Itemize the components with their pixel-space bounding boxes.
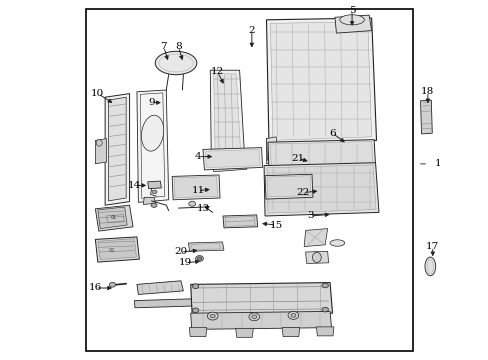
Ellipse shape: [312, 252, 321, 262]
Polygon shape: [266, 18, 376, 144]
Polygon shape: [334, 15, 371, 33]
Polygon shape: [190, 311, 331, 329]
Polygon shape: [282, 328, 299, 337]
Ellipse shape: [287, 311, 298, 319]
Ellipse shape: [322, 307, 328, 312]
Text: 2: 2: [248, 26, 255, 35]
Ellipse shape: [151, 203, 157, 207]
Ellipse shape: [424, 257, 435, 276]
Polygon shape: [266, 165, 375, 213]
Text: 4: 4: [194, 152, 201, 161]
Ellipse shape: [188, 201, 195, 206]
Polygon shape: [210, 70, 244, 157]
Polygon shape: [267, 140, 375, 168]
Polygon shape: [174, 176, 217, 198]
Polygon shape: [266, 176, 310, 197]
Polygon shape: [188, 242, 224, 251]
Polygon shape: [270, 22, 371, 140]
Polygon shape: [305, 251, 328, 264]
Text: 22: 22: [296, 188, 309, 197]
Bar: [85, 9, 412, 351]
Polygon shape: [316, 327, 333, 336]
Polygon shape: [134, 299, 193, 308]
Text: 3: 3: [306, 211, 313, 220]
Ellipse shape: [141, 115, 163, 151]
Polygon shape: [205, 149, 260, 168]
Ellipse shape: [152, 190, 157, 194]
Ellipse shape: [322, 283, 328, 288]
Text: 18: 18: [420, 87, 434, 96]
Polygon shape: [264, 163, 378, 216]
Polygon shape: [172, 175, 220, 200]
Ellipse shape: [197, 257, 201, 260]
Polygon shape: [143, 197, 155, 204]
Text: 15: 15: [269, 220, 283, 230]
Ellipse shape: [339, 15, 364, 25]
Polygon shape: [223, 215, 257, 228]
Text: 14: 14: [127, 181, 141, 190]
Text: 1: 1: [433, 159, 440, 168]
Ellipse shape: [109, 282, 116, 287]
Text: 20: 20: [174, 248, 187, 256]
Polygon shape: [95, 205, 133, 231]
Ellipse shape: [248, 313, 259, 321]
Polygon shape: [190, 283, 332, 315]
Text: 13: 13: [196, 204, 209, 213]
Polygon shape: [266, 139, 271, 164]
Text: 5: 5: [348, 6, 355, 15]
Polygon shape: [98, 239, 136, 260]
Text: 01: 01: [110, 215, 116, 220]
Ellipse shape: [210, 314, 215, 318]
Text: 01: 01: [109, 248, 116, 253]
Text: 12: 12: [210, 68, 224, 77]
Ellipse shape: [192, 284, 198, 289]
Polygon shape: [147, 181, 161, 189]
Ellipse shape: [207, 312, 218, 320]
Polygon shape: [189, 328, 206, 337]
Text: 11: 11: [191, 186, 204, 195]
Polygon shape: [203, 148, 262, 170]
Polygon shape: [212, 153, 246, 172]
Polygon shape: [108, 97, 126, 201]
Ellipse shape: [251, 315, 256, 319]
Ellipse shape: [96, 140, 102, 146]
Polygon shape: [304, 229, 327, 247]
Polygon shape: [95, 237, 139, 262]
Text: 16: 16: [88, 284, 102, 292]
Polygon shape: [137, 90, 168, 202]
Text: 10: 10: [91, 89, 104, 98]
Polygon shape: [95, 139, 106, 164]
Ellipse shape: [290, 314, 295, 317]
Text: 17: 17: [425, 242, 439, 251]
Polygon shape: [105, 94, 129, 205]
Polygon shape: [213, 74, 240, 153]
Text: 9: 9: [148, 98, 155, 107]
Polygon shape: [137, 281, 183, 294]
Text: 8: 8: [175, 42, 182, 51]
Polygon shape: [266, 137, 277, 160]
Text: 21: 21: [291, 154, 305, 163]
Ellipse shape: [329, 240, 344, 246]
Polygon shape: [269, 141, 372, 166]
Polygon shape: [264, 174, 312, 199]
Polygon shape: [235, 328, 253, 337]
Text: 19: 19: [179, 258, 192, 267]
Ellipse shape: [155, 51, 196, 75]
Ellipse shape: [195, 256, 203, 261]
Text: 6: 6: [328, 129, 335, 138]
Polygon shape: [420, 100, 431, 134]
Polygon shape: [98, 207, 127, 229]
Ellipse shape: [192, 308, 198, 312]
Text: 7: 7: [160, 42, 167, 51]
